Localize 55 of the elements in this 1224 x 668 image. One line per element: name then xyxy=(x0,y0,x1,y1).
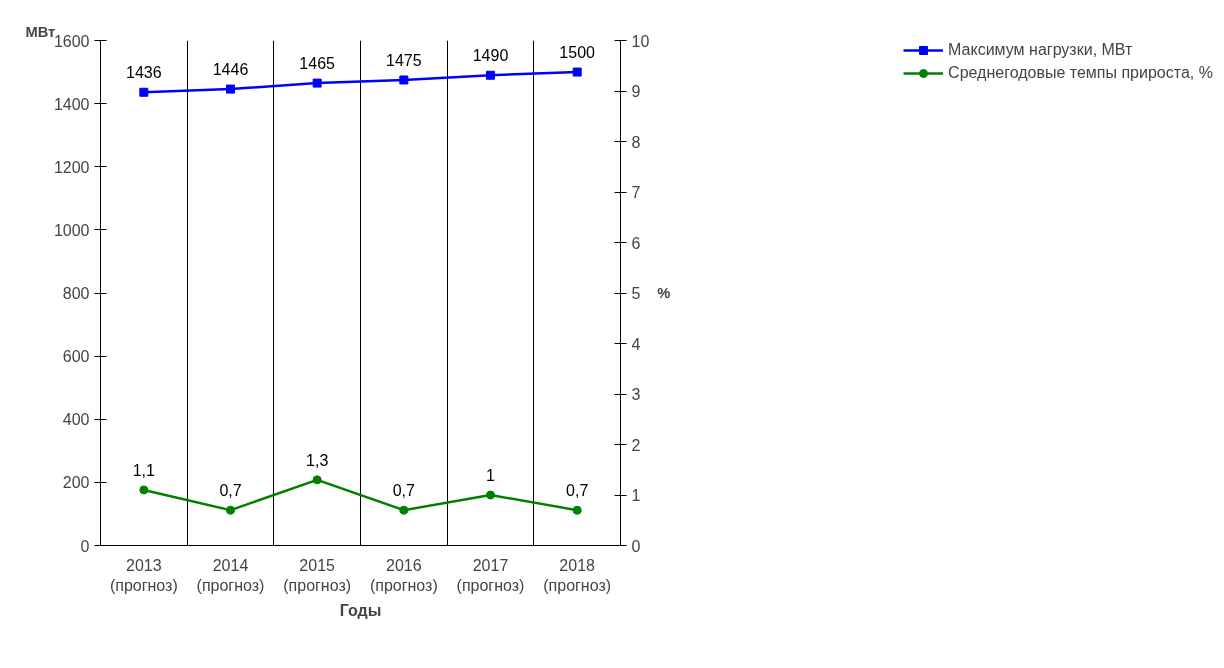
y-tick-label: 1400 xyxy=(53,95,90,113)
data-label: 1436 xyxy=(126,64,162,82)
y-tick-label: 800 xyxy=(62,285,90,302)
y2-tick-label: 7 xyxy=(631,184,641,201)
point xyxy=(486,490,495,500)
y-tick-label: 600 xyxy=(62,348,90,366)
y-tick-label: 1000 xyxy=(53,221,90,239)
x-tick-label: 2016 (прогноз) xyxy=(369,556,438,594)
y2-tick-label: 3 xyxy=(631,386,641,403)
y2-tick-label: 9 xyxy=(631,83,641,100)
y-tick-label: 1200 xyxy=(53,158,90,176)
y2-tick-label: 1 xyxy=(631,487,641,504)
y-tick-label: 1600 xyxy=(53,32,90,50)
data-label: 0,7 xyxy=(566,482,589,500)
x-tick-label: 2013 (прогноз) xyxy=(109,556,178,594)
point xyxy=(486,70,495,80)
y-tick-label: 400 xyxy=(62,411,90,429)
point xyxy=(399,75,409,85)
data-label: 1465 xyxy=(299,55,336,73)
data-label: 0,7 xyxy=(219,482,242,500)
data-label: 1 xyxy=(486,467,496,484)
y2-tick-label: 6 xyxy=(631,234,641,252)
y-axis-title: МВт xyxy=(25,23,56,40)
point xyxy=(226,84,235,94)
point xyxy=(399,505,409,515)
data-label: 1475 xyxy=(386,51,422,69)
x-tick-label: 2014 (прогноз) xyxy=(196,556,265,594)
y2-tick-label: 4 xyxy=(631,335,641,353)
y-tick-label: 200 xyxy=(62,474,90,492)
data-label: 1446 xyxy=(212,61,249,79)
y2-tick-label: 2 xyxy=(631,436,641,454)
point xyxy=(312,78,322,88)
data-label: 0,7 xyxy=(392,482,416,500)
point xyxy=(572,505,582,515)
point xyxy=(572,67,582,77)
point xyxy=(139,485,149,495)
y-tick-label: 0 xyxy=(80,537,90,555)
y2-tick-label: 8 xyxy=(631,133,641,151)
x-tick-label: 2018 (прогноз) xyxy=(543,556,612,594)
y2-tick-label: 0 xyxy=(631,537,641,555)
y2-axis-title: % xyxy=(657,285,671,301)
legend-label: Среднегодовые темпы прироста, % xyxy=(948,64,1213,82)
point xyxy=(226,505,235,515)
x-axis-title: Годы xyxy=(339,601,382,619)
legend-label: Максимум нагрузки, МВт xyxy=(948,41,1133,59)
data-label: 1,3 xyxy=(306,451,329,469)
data-label: 1490 xyxy=(472,47,509,65)
x-tick-label: 2017 (прогноз) xyxy=(456,556,525,594)
y2-tick-label: 10 xyxy=(631,32,650,50)
x-tick-label: 2015 (прогноз) xyxy=(283,556,352,594)
y2-tick-label: 5 xyxy=(631,285,641,302)
point xyxy=(312,475,322,485)
data-label: 1500 xyxy=(559,44,596,62)
point xyxy=(139,87,149,97)
data-label: 1,1 xyxy=(132,461,156,479)
